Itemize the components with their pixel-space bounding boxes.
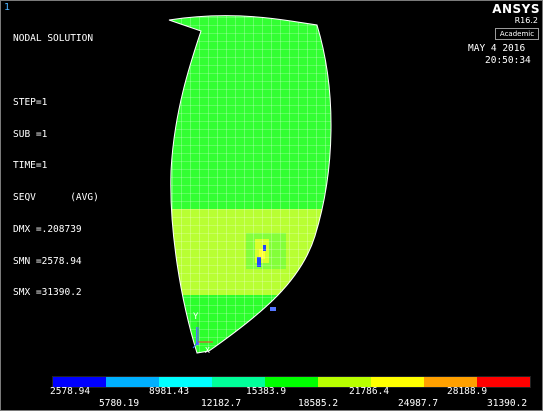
info-line-time: TIME=1 <box>13 160 48 172</box>
legend-band-5 <box>265 377 318 387</box>
info-line-smn: SMN =2578.94 <box>13 255 82 267</box>
info-line-dmx: DMX =.208739 <box>13 223 82 235</box>
ansys-logo: ANSYS <box>492 2 540 16</box>
legend-band-4 <box>212 377 265 387</box>
edition-badge: Academic <box>495 28 539 40</box>
coordinate-triad: Y X <box>192 312 213 355</box>
legend-label-top-3: 15383.9 <box>246 386 287 397</box>
info-line-sub: SUB =1 <box>13 128 48 140</box>
legend-band-7 <box>371 377 424 387</box>
legend-label-top-4: 21786.4 <box>349 386 390 397</box>
info-line-smx: SMX =31390.2 <box>13 287 82 299</box>
contour-legend-bar <box>52 376 531 388</box>
shell-mesh <box>169 15 332 354</box>
legend-band-2 <box>106 377 159 387</box>
legend-band-8 <box>424 377 477 387</box>
legend-label-bottom-1: 5780.19 <box>99 398 140 409</box>
solution-info-block: NODAL SOLUTION STEP=1 SUB =1 TIME=1 SEQV… <box>13 13 99 320</box>
info-line-step: STEP=1 <box>13 96 48 108</box>
info-line-seqv: SEQV (AVG) <box>13 192 99 204</box>
legend-band-1 <box>53 377 106 387</box>
legend-band-3 <box>159 377 212 387</box>
window-number: 1 <box>4 2 11 13</box>
legend-label-top-2: 8981.43 <box>149 386 190 397</box>
info-line-title: NODAL SOLUTION <box>13 33 94 45</box>
legend-label-bottom-3: 18585.2 <box>298 398 339 409</box>
legend-label-bottom-4: 24987.7 <box>398 398 439 409</box>
legend-label-top-5: 28188.9 <box>447 386 488 397</box>
triad-x-label: X <box>205 346 210 355</box>
date-label: MAY 4 2016 <box>468 43 526 54</box>
legend-label-bottom-2: 12182.7 <box>201 398 242 409</box>
triad-y-label: Y <box>193 312 199 322</box>
legend-band-9 <box>477 377 530 387</box>
time-label: 20:50:34 <box>485 55 531 66</box>
legend-label-bottom-5: 31390.2 <box>487 398 528 409</box>
legend-label-top-1: 2578.94 <box>50 386 91 397</box>
shell-outline <box>168 15 332 354</box>
legend-band-6 <box>318 377 371 387</box>
stress-concentration-zone <box>246 233 286 269</box>
version-label: R16.2 <box>514 16 538 25</box>
